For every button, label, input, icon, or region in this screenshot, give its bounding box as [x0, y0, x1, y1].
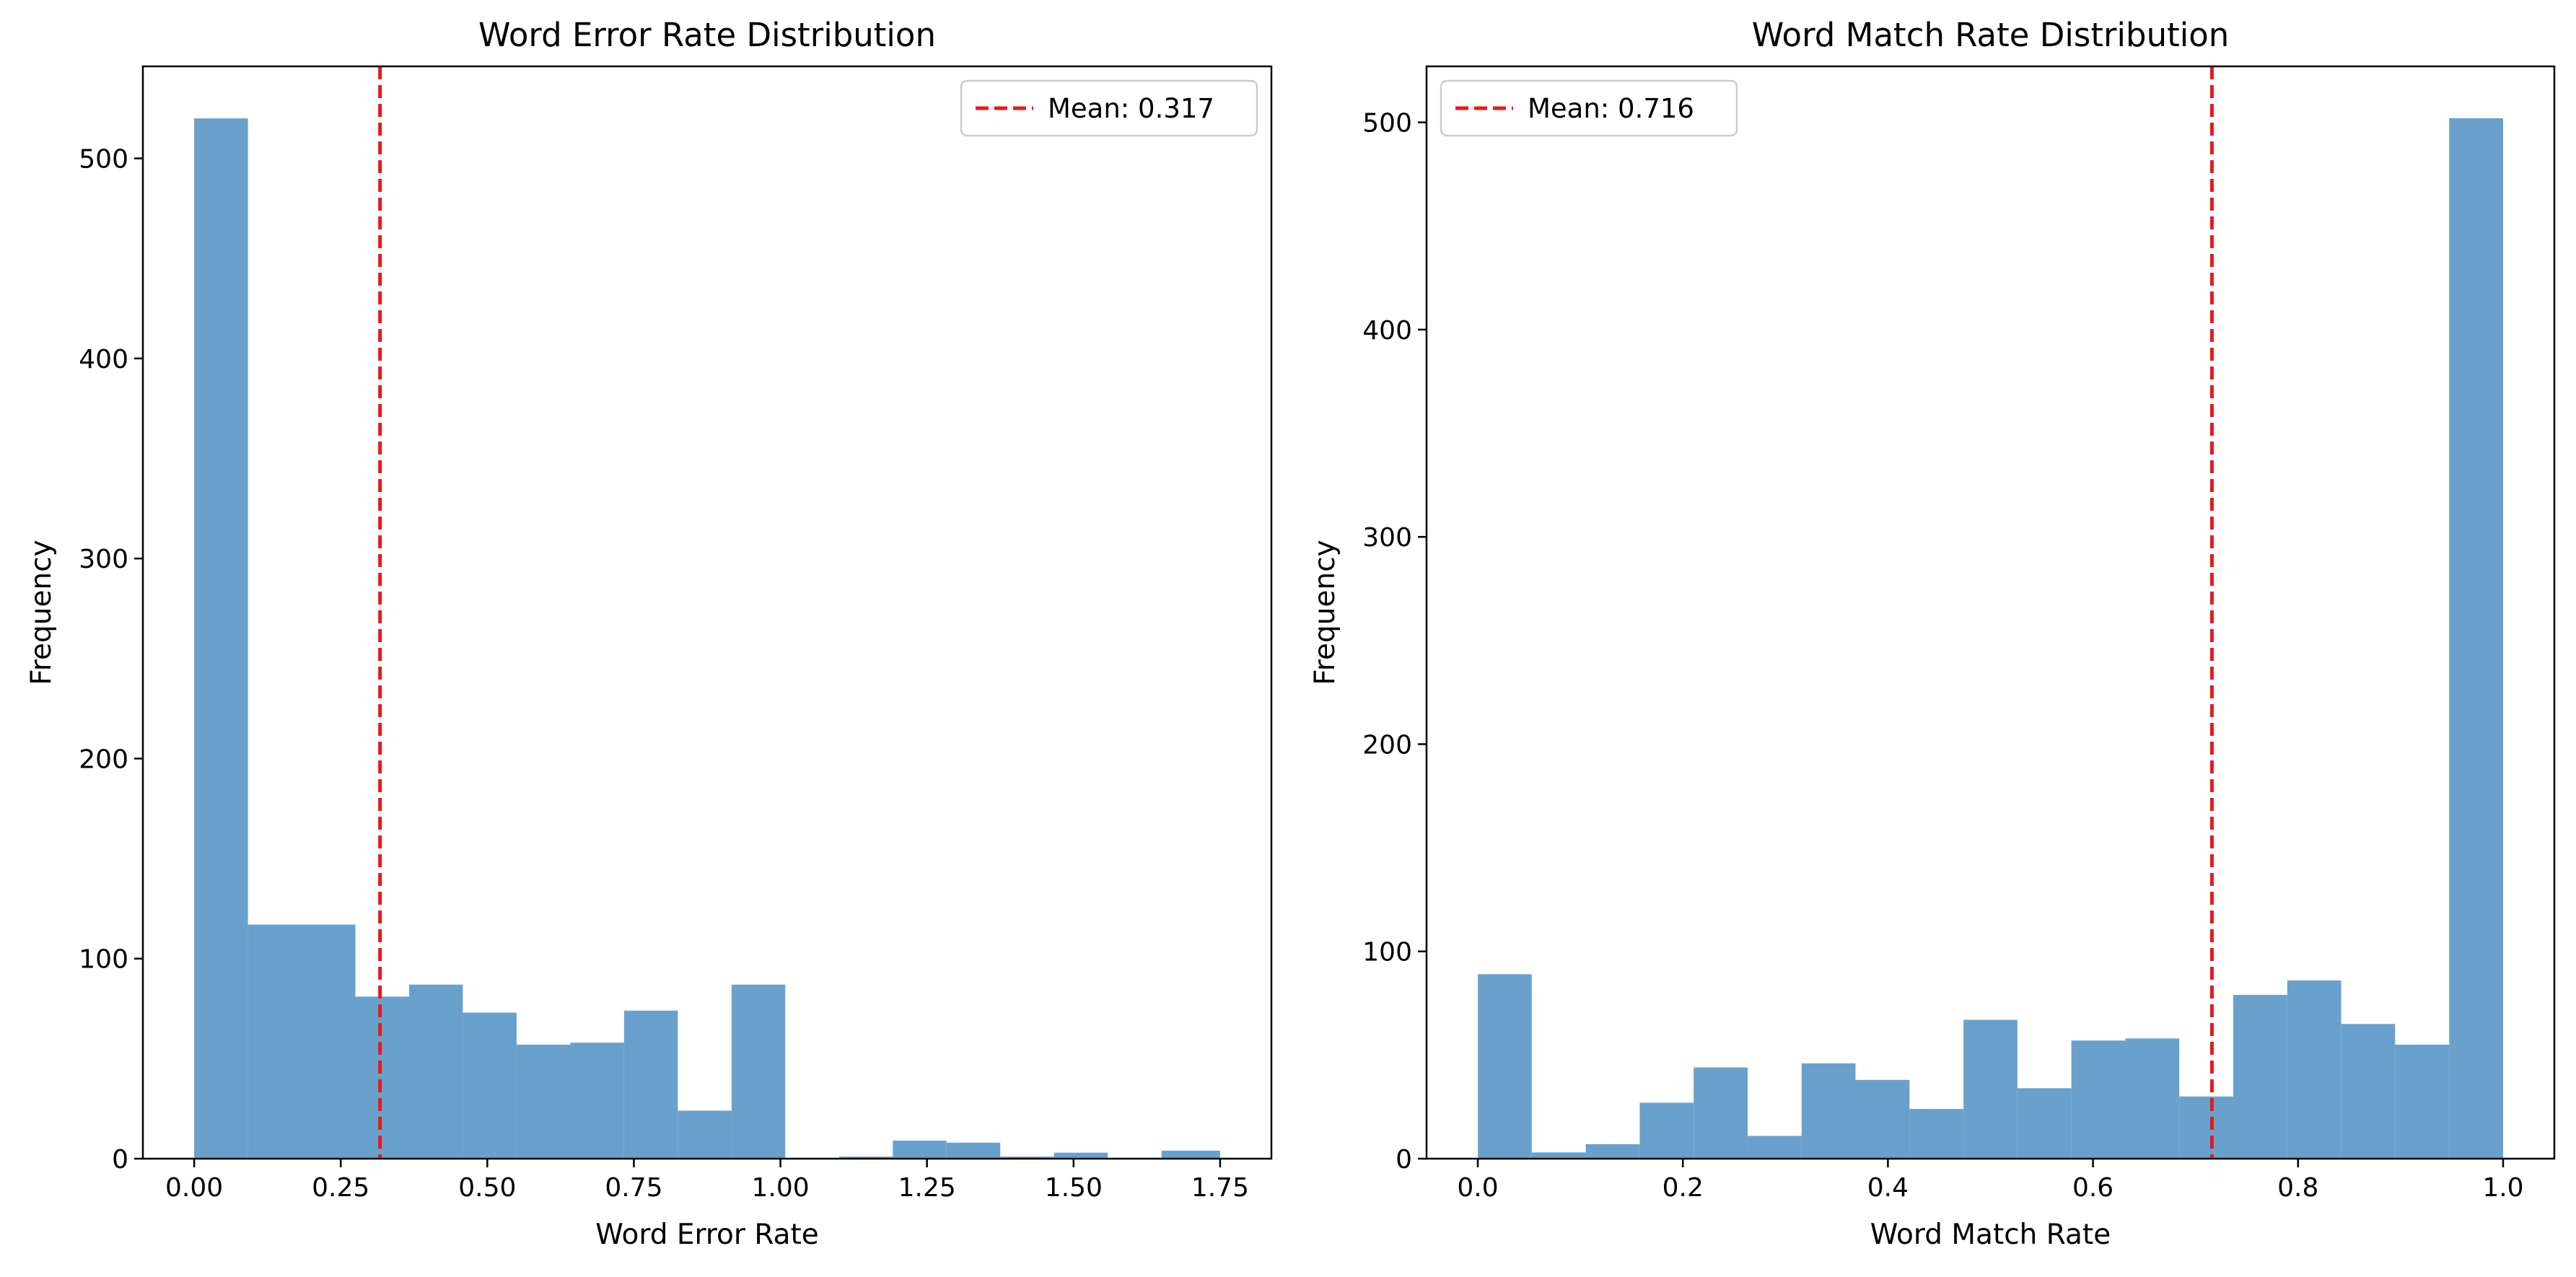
x-tick-label: 0.25	[312, 1173, 369, 1203]
histogram-bar	[355, 996, 410, 1159]
histogram-bar	[409, 984, 463, 1159]
y-tick-label: 300	[79, 545, 128, 574]
chart-title: Word Error Rate Distribution	[478, 16, 936, 54]
histogram-bar	[2233, 995, 2287, 1159]
histogram-bar	[1909, 1109, 1964, 1159]
histogram-bar	[194, 118, 248, 1159]
histogram-bar	[2017, 1088, 2072, 1159]
histogram-bar	[731, 984, 786, 1159]
legend-label: Mean: 0.317	[1048, 93, 1214, 124]
histogram-bar	[302, 924, 356, 1159]
x-tick-label: 1.00	[751, 1173, 809, 1203]
legend-box	[1440, 79, 1738, 137]
y-tick-label: 300	[1362, 523, 1412, 553]
x-tick-label: 0.2	[1662, 1173, 1704, 1203]
x-tick-label: 1.50	[1045, 1173, 1103, 1203]
word-match-rate-chart: Word Match Rate Distribution Word Match …	[1309, 16, 2556, 1251]
x-tick-label: 0.8	[2277, 1173, 2318, 1203]
histogram-bar	[2395, 1044, 2450, 1159]
histogram-bar	[838, 1157, 893, 1159]
x-tick-label: 0.50	[458, 1173, 516, 1203]
histogram-bar	[1748, 1136, 1802, 1159]
histogram-bar	[893, 1141, 947, 1159]
x-tick-label: 0.00	[165, 1173, 223, 1203]
y-tick-label: 400	[79, 345, 128, 374]
chart-title: Word Match Rate Distribution	[1752, 16, 2230, 54]
x-axis-label: Word Error Rate	[595, 1219, 819, 1251]
histogram-bar	[1801, 1063, 1856, 1159]
x-tick-label: 0.6	[2072, 1173, 2113, 1203]
histogram-bar	[1531, 1152, 1586, 1159]
bars	[194, 118, 1220, 1159]
y-tick-label: 100	[1362, 938, 1412, 967]
histogram-bar	[570, 1043, 624, 1159]
histogram-bar	[1478, 974, 1532, 1159]
histogram-bar	[1585, 1144, 1640, 1159]
y-tick-label: 400	[1362, 316, 1412, 346]
histogram-bar	[1639, 1102, 1694, 1159]
histogram-bar	[623, 1010, 678, 1159]
histogram-bar	[2179, 1096, 2233, 1159]
histogram-bar	[247, 924, 302, 1159]
histogram-bar	[1694, 1067, 1748, 1159]
histogram-bar	[2287, 980, 2341, 1159]
x-axis-label: Word Match Rate	[1870, 1219, 2111, 1251]
legend: Mean: 0.317	[960, 79, 1258, 137]
histogram-bar	[2071, 1040, 2126, 1159]
x-tick-label: 0.75	[605, 1173, 662, 1203]
legend-box	[960, 79, 1258, 137]
y-tick-label: 500	[79, 145, 128, 175]
x-tick-label: 1.0	[2482, 1173, 2523, 1203]
histogram-bar	[2341, 1024, 2396, 1159]
histogram-bar	[1855, 1079, 1910, 1159]
y-tick-label: 100	[79, 945, 128, 975]
y-axis-label: Frequency	[1309, 540, 1341, 685]
histogram-bar	[516, 1044, 571, 1159]
legend: Mean: 0.716	[1440, 79, 1738, 137]
histogram-bar	[463, 1012, 517, 1159]
y-tick-label: 0	[1396, 1145, 1412, 1175]
histogram-bar	[1963, 1019, 2018, 1159]
histogram-bar	[946, 1142, 1001, 1159]
histogram-bar	[2125, 1038, 2180, 1159]
y-tick-label: 0	[112, 1145, 128, 1175]
y-axis-label: Frequency	[25, 540, 58, 685]
y-tick-label: 200	[1362, 730, 1412, 760]
x-tick-label: 1.75	[1191, 1173, 1249, 1203]
histogram-bar	[2449, 118, 2503, 1159]
histogram-bar	[678, 1110, 732, 1159]
word-error-rate-chart: Word Error Rate Distribution Word Error …	[25, 16, 1273, 1251]
x-tick-label: 1.25	[898, 1173, 956, 1203]
plot-frame	[141, 65, 1273, 1160]
legend-label: Mean: 0.716	[1528, 93, 1694, 124]
histogram-bar	[1053, 1152, 1108, 1159]
y-tick-label: 200	[79, 745, 128, 774]
bars	[1478, 118, 2503, 1159]
plot-frame	[1425, 65, 2556, 1160]
x-tick-label: 0.0	[1457, 1173, 1498, 1203]
x-tick-label: 0.4	[1867, 1173, 1909, 1203]
histogram-bar	[1161, 1150, 1220, 1159]
y-tick-label: 500	[1362, 109, 1412, 139]
histogram-bar	[1000, 1157, 1054, 1159]
